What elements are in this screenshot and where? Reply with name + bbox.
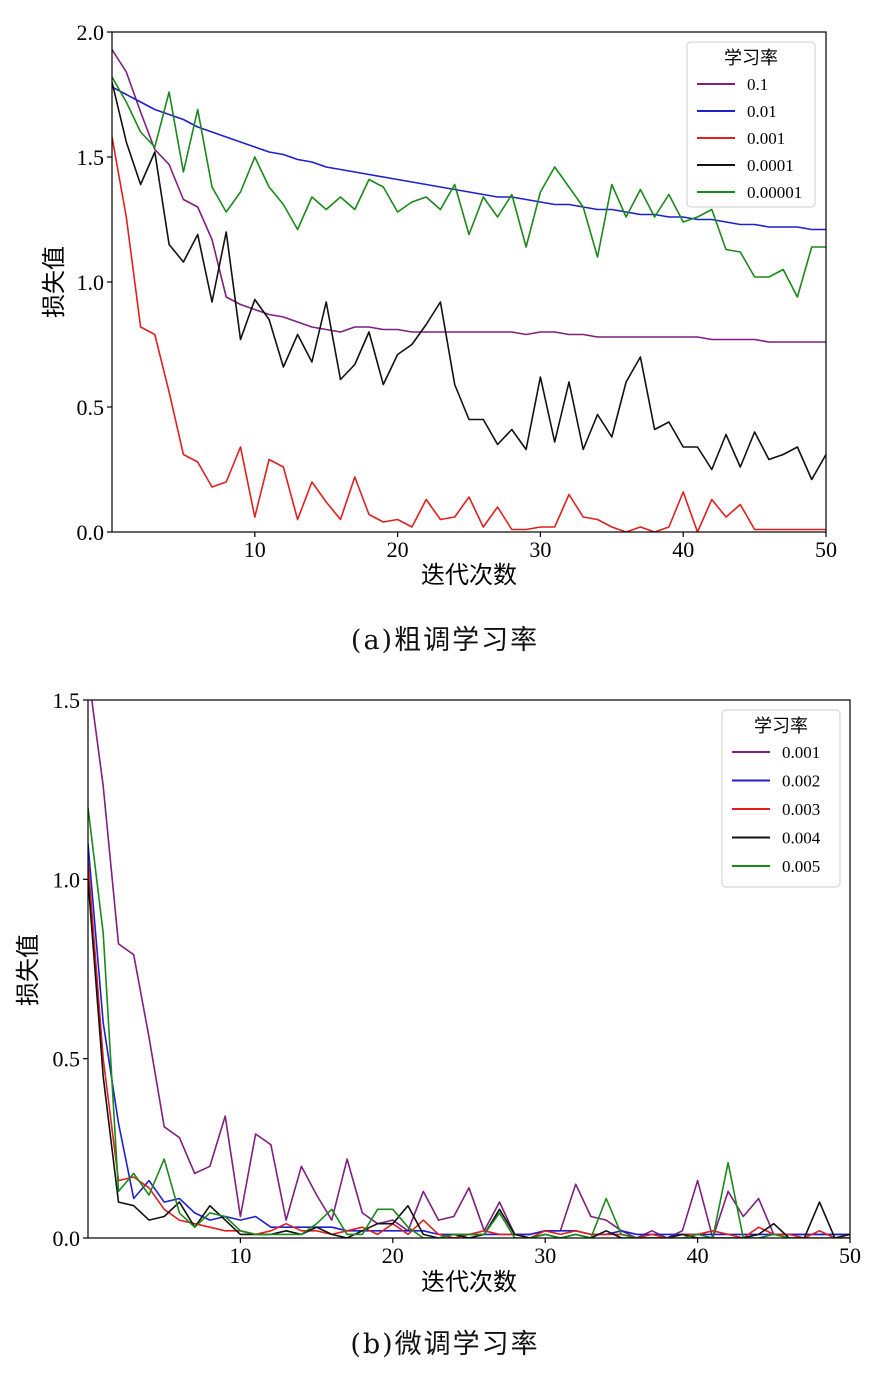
legend-item-label: 0.00001 <box>747 183 802 202</box>
series-line-0.00001 <box>112 76 826 298</box>
caption-a: (a)粗调学习率 <box>350 625 540 656</box>
legend-title: 学习率 <box>724 48 778 68</box>
x-tick-label: 10 <box>244 537 266 562</box>
x-axis-label: 迭代次数 <box>421 562 517 589</box>
y-tick-label: 1.0 <box>53 867 81 892</box>
y-tick-label: 0.5 <box>53 1047 81 1072</box>
legend-item-label: 0.1 <box>747 75 768 94</box>
x-tick-label: 30 <box>534 1243 556 1268</box>
y-tick-label: 0.0 <box>53 1226 81 1251</box>
legend-item-label: 0.001 <box>782 743 820 762</box>
y-axis-label: 损失值 <box>41 246 68 318</box>
chart-b: 10 20 30 40 50 0.0 0.5 1.0 1.5 迭代次数 损失值 学习率 0.001 0.0… <box>15 688 861 1296</box>
series-line-0.01 <box>112 86 826 231</box>
legend: 学习率 0.001 0.002 0.003 0.004 0.005 <box>721 709 841 888</box>
y-tick-label: 2.0 <box>77 20 105 45</box>
axes-frame <box>87 699 851 1239</box>
legend-box <box>721 709 841 888</box>
legend-item-label: 0.004 <box>782 829 821 848</box>
x-tick-label: 20 <box>387 537 409 562</box>
series-line-0.002 <box>88 843 850 1236</box>
series-line-0.005 <box>88 807 850 1238</box>
series-line-0.001 <box>112 136 826 532</box>
x-tick-label: 50 <box>815 537 837 562</box>
x-tick-label: 40 <box>672 537 694 562</box>
legend-item-label: 0.01 <box>747 102 777 121</box>
x-axis-label: 迭代次数 <box>421 1269 517 1296</box>
legend-title: 学习率 <box>754 716 808 736</box>
legend-item-label: 0.005 <box>782 857 820 876</box>
series-line-0.001 <box>90 700 850 1238</box>
series-line-0.0001 <box>112 81 826 481</box>
y-tick-label: 0.0 <box>77 520 105 545</box>
x-tick-label: 30 <box>529 537 551 562</box>
x-tick-label: 20 <box>382 1243 404 1268</box>
series-line-0.004 <box>88 879 850 1238</box>
x-tick-label: 10 <box>229 1243 251 1268</box>
y-axis-label: 损失值 <box>15 934 42 1006</box>
chart-a: 10 20 30 40 50 0.0 0.5 1.0 1.5 2.0 迭代次数 损失值 学习率 0.1 0.… <box>41 20 837 589</box>
x-tick-label: 50 <box>839 1243 861 1268</box>
caption-b: (b)微调学习率 <box>350 1329 540 1360</box>
y-tick-label: 1.0 <box>77 270 105 295</box>
legend-item-label: 0.003 <box>782 800 820 819</box>
legend-item-label: 0.001 <box>747 129 785 148</box>
series-group <box>88 700 850 1238</box>
legend: 学习率 0.1 0.01 0.001 0.0001 0.00001 <box>686 41 816 208</box>
legend-item-label: 0.0001 <box>747 156 794 175</box>
y-tick-label: 1.5 <box>53 688 81 713</box>
x-tick-label: 40 <box>687 1243 709 1268</box>
y-tick-label: 1.5 <box>77 145 105 170</box>
series-group <box>112 49 826 532</box>
series-line-0.1 <box>112 49 826 343</box>
y-tick-label: 0.5 <box>77 395 105 420</box>
series-line-0.003 <box>88 861 850 1238</box>
legend-item-label: 0.002 <box>782 772 820 791</box>
